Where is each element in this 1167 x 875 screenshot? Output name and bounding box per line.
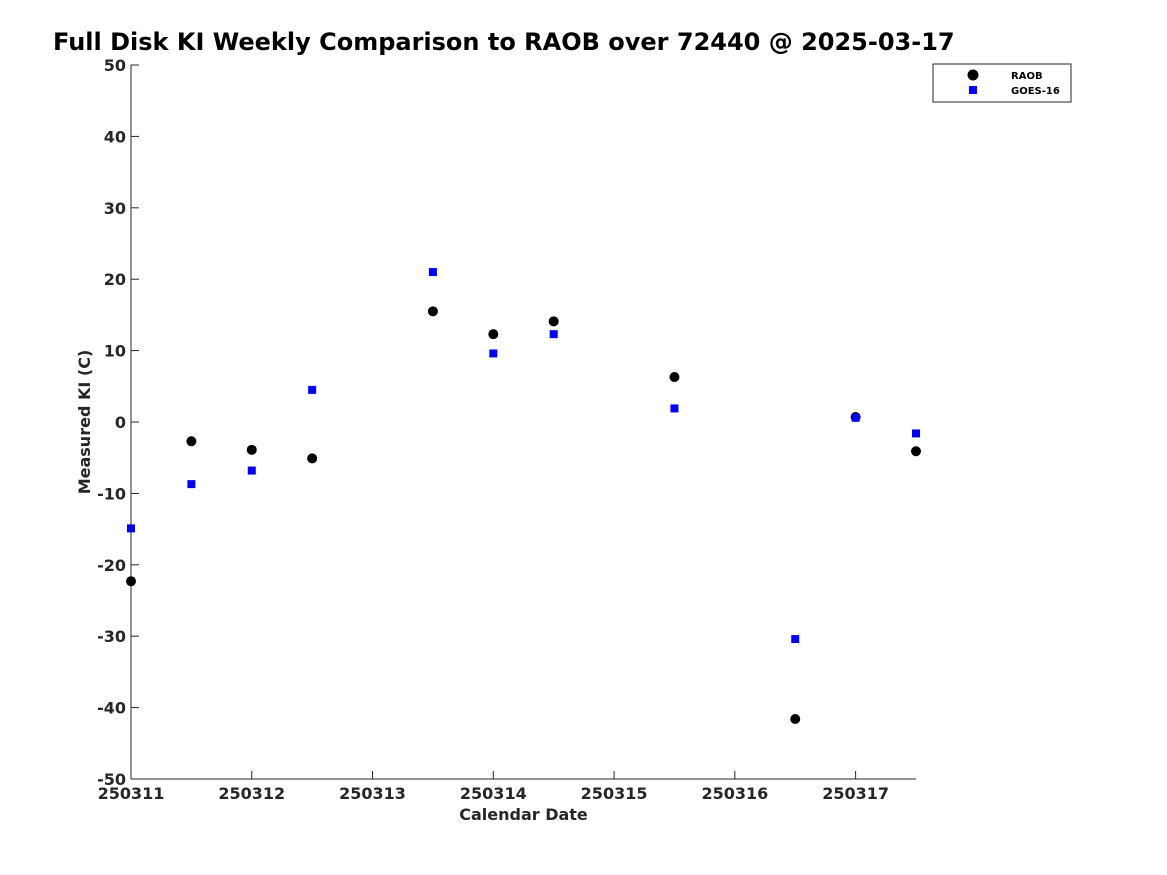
x-tick-label: 250316 bbox=[701, 784, 768, 803]
legend-marker-raob bbox=[967, 69, 979, 81]
x-tick-label: 250317 bbox=[822, 784, 889, 803]
raob-point bbox=[246, 444, 257, 455]
y-tick-label: 20 bbox=[104, 270, 126, 289]
y-tick-label: -40 bbox=[97, 699, 126, 718]
goes-16-point bbox=[912, 429, 920, 438]
goes-16-point bbox=[489, 349, 498, 358]
raob-point bbox=[488, 329, 499, 340]
goes-16-point bbox=[247, 466, 256, 475]
goes-16-point bbox=[670, 404, 679, 413]
raob-point bbox=[186, 436, 197, 447]
goes-16-point bbox=[428, 268, 437, 277]
x-tick-label: 250312 bbox=[218, 784, 285, 803]
raob-point bbox=[669, 372, 680, 383]
legend-box bbox=[932, 63, 1072, 103]
goes-16-point bbox=[308, 385, 317, 394]
chart-title: Full Disk KI Weekly Comparison to RAOB o… bbox=[53, 28, 955, 56]
y-tick-label: 50 bbox=[104, 56, 126, 75]
y-tick-label: 30 bbox=[104, 199, 126, 218]
goes-16-point bbox=[187, 480, 196, 489]
data-points bbox=[126, 268, 921, 725]
raob-point bbox=[427, 306, 438, 317]
y-tick-label: 0 bbox=[115, 413, 126, 432]
y-tick-label: -50 bbox=[97, 770, 126, 789]
raob-point bbox=[790, 714, 801, 725]
axes bbox=[130, 65, 916, 780]
x-tick-label: 250311 bbox=[98, 784, 165, 803]
y-tick-label: 10 bbox=[104, 342, 126, 361]
legend: RAOB GOES-16 bbox=[932, 63, 1072, 103]
x-axis-label: Calendar Date bbox=[459, 805, 588, 824]
raob-point bbox=[548, 316, 559, 327]
x-axis-ticks: 250311 250312 250313 250314 250315 250316 2503… bbox=[98, 771, 889, 803]
goes-16-point bbox=[549, 330, 558, 339]
y-tick-label: -30 bbox=[97, 627, 126, 646]
y-axis-label: Measured KI (C) bbox=[75, 350, 94, 495]
legend-marker-goes-16 bbox=[969, 86, 977, 94]
legend-label-goes-16: GOES-16 bbox=[1011, 86, 1060, 97]
legend-label-raob: RAOB bbox=[1011, 71, 1043, 82]
x-tick-label: 250313 bbox=[339, 784, 406, 803]
x-tick-label: 250314 bbox=[460, 784, 527, 803]
raob-point bbox=[911, 446, 921, 457]
y-tick-label: -10 bbox=[97, 484, 126, 503]
y-tick-label: 40 bbox=[104, 127, 126, 146]
y-tick-label: -20 bbox=[97, 556, 126, 575]
goes-16-point bbox=[791, 635, 800, 644]
goes-16-point bbox=[851, 413, 860, 422]
x-tick-label: 250315 bbox=[581, 784, 648, 803]
raob-point bbox=[126, 576, 136, 587]
y-axis-ticks: 50 40 30 20 10 0 -10 -20 -30 -40 -50 bbox=[97, 56, 139, 789]
goes-16-point bbox=[127, 524, 135, 533]
raob-point bbox=[307, 453, 318, 464]
